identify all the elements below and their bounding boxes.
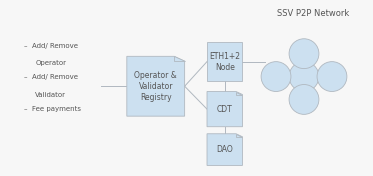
- Polygon shape: [207, 134, 242, 165]
- Ellipse shape: [261, 62, 291, 92]
- Polygon shape: [174, 56, 185, 61]
- Text: CDT: CDT: [217, 105, 233, 114]
- Ellipse shape: [317, 62, 347, 92]
- Ellipse shape: [289, 39, 319, 69]
- Text: Operator &
Validator
Registry: Operator & Validator Registry: [134, 71, 177, 102]
- Polygon shape: [236, 134, 242, 137]
- Polygon shape: [127, 56, 185, 116]
- Text: –  Add/ Remove: – Add/ Remove: [24, 43, 78, 49]
- FancyBboxPatch shape: [207, 42, 242, 81]
- Text: –  Add/ Remove: – Add/ Remove: [24, 74, 78, 80]
- Ellipse shape: [289, 62, 319, 92]
- Text: Operator: Operator: [35, 60, 66, 66]
- Text: ETH1+2
Node: ETH1+2 Node: [209, 52, 240, 72]
- Polygon shape: [236, 92, 242, 95]
- Text: –  Fee payments: – Fee payments: [24, 106, 81, 112]
- Text: SSV P2P Network: SSV P2P Network: [277, 9, 350, 18]
- Ellipse shape: [289, 84, 319, 114]
- Polygon shape: [207, 92, 242, 127]
- Text: DAO: DAO: [216, 145, 233, 154]
- Text: Validator: Validator: [35, 92, 66, 98]
